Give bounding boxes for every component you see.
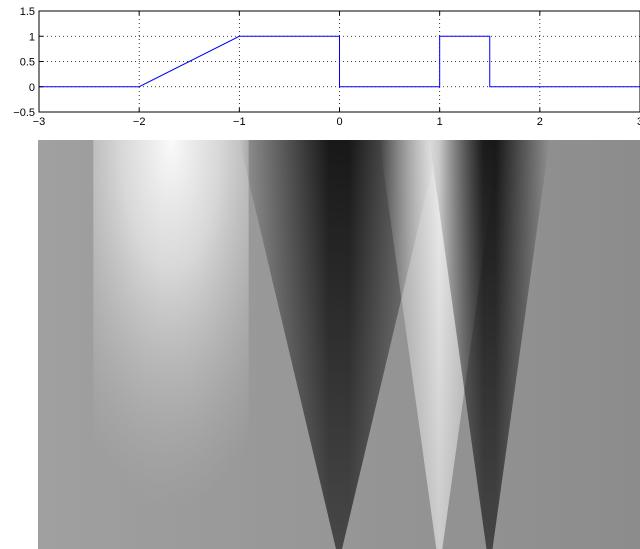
y-tick-label: 1 [29,31,35,43]
tick-marks [38,10,640,113]
heatmap-dark-cone [239,140,439,549]
y-tick-label: 1.5 [20,6,35,18]
x-tick-labels: −3 −2 −1 0 1 2 3 [33,116,640,128]
x-tick-label: −3 [33,116,46,128]
x-tick-label: −1 [233,116,246,128]
x-tick-label: 0 [336,116,342,128]
y-tick-label: 0.5 [20,57,35,69]
y-tick-label: 0 [29,82,35,94]
heatmap-features [93,140,550,549]
x-tick-label: 3 [637,116,640,128]
heatmap-dark-cone [429,140,550,549]
y-tick-labels: −0.5 0 0.5 1 1.5 [13,6,35,119]
heatmap-image [38,140,640,549]
x-tick-label: −2 [133,116,146,128]
x-tick-label: 1 [437,116,443,128]
series-line [39,35,640,88]
series-layer [39,35,640,88]
y-tick-label: −0.5 [13,107,35,119]
heatmap-bright-plateau [93,140,249,549]
x-tick-label: 2 [537,116,543,128]
line-plot: −3 −2 −1 0 1 2 3 −0.5 0 0.5 1 1.5 [13,6,640,128]
